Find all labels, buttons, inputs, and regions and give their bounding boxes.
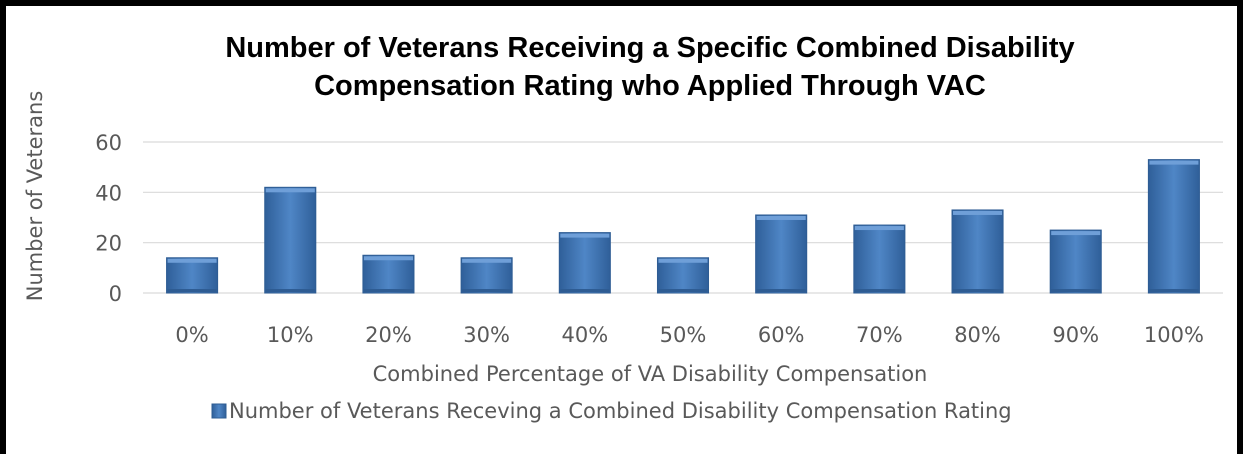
y-tick-label: 40 <box>95 181 122 205</box>
bar-base-face <box>265 289 315 292</box>
y-tick-label: 0 <box>109 282 122 306</box>
x-tick-labels: 0% 10% 20% 30% 40% 50% 60% 70% 80% 90% 100% <box>175 323 1204 347</box>
x-tick-label: 40% <box>561 323 608 347</box>
bar-top-face <box>953 210 1003 215</box>
bar-base-face <box>462 289 512 292</box>
y-tick-label: 60 <box>95 131 122 155</box>
bar-base-face <box>658 289 708 292</box>
y-tick-labels: 0 20 40 60 <box>95 131 122 306</box>
bar-body <box>1049 229 1102 294</box>
chart-title-line-1: Number of Veterans Receiving a Specific … <box>225 32 1074 64</box>
bar-base-face <box>854 289 904 292</box>
bar-top-face <box>854 226 904 231</box>
bar-body <box>558 232 611 294</box>
bar-body <box>951 209 1004 294</box>
bar-top-face <box>167 258 217 263</box>
bar <box>755 214 808 294</box>
bar-top-face <box>462 258 512 263</box>
bar-top-face <box>560 233 610 238</box>
bar <box>1049 229 1102 294</box>
bar-top-face <box>756 215 806 220</box>
bar-body <box>755 214 808 294</box>
y-tick-label: 20 <box>95 232 122 256</box>
x-tick-label: 70% <box>856 323 903 347</box>
x-axis-label: Combined Percentage of VA Disability Com… <box>373 362 928 386</box>
bar-body <box>656 257 710 294</box>
bar-top-face <box>658 258 708 263</box>
bar-top-face <box>265 188 315 193</box>
bar-body <box>166 257 219 294</box>
bar <box>951 209 1004 294</box>
bars <box>166 159 1200 294</box>
x-tick-label: 50% <box>660 323 707 347</box>
bar-base-face <box>1051 289 1101 292</box>
bar <box>166 257 219 294</box>
bar <box>264 186 317 294</box>
bar <box>1147 159 1200 294</box>
bar-base-face <box>560 289 610 292</box>
bar-body <box>460 257 513 294</box>
chart-title-line-2: Compensation Rating who Applied Through … <box>314 70 986 102</box>
bar-base-face <box>953 289 1003 292</box>
legend-label: Number of Veterans Receving a Combined D… <box>229 399 1012 423</box>
y-axis-label: Number of Veterans <box>23 91 47 302</box>
bar <box>853 224 906 294</box>
bar-body <box>362 254 415 294</box>
x-tick-label: 80% <box>954 323 1001 347</box>
bar-body <box>264 186 317 294</box>
bar <box>558 232 611 294</box>
x-tick-label: 60% <box>758 323 805 347</box>
bar-body <box>853 224 906 294</box>
x-tick-label: 20% <box>365 323 412 347</box>
bar <box>460 257 513 294</box>
bar <box>362 254 415 294</box>
bar-base-face <box>363 289 413 292</box>
x-tick-label: 10% <box>267 323 314 347</box>
bar-base-face <box>1149 289 1199 292</box>
bar-top-face <box>363 256 413 261</box>
bar-base-face <box>756 289 806 292</box>
bar-base-face <box>167 289 217 292</box>
bar-top-face <box>1051 231 1101 236</box>
bar-top-face <box>1149 160 1199 165</box>
legend-swatch <box>211 403 227 419</box>
bar <box>656 257 710 294</box>
legend: Number of Veterans Receving a Combined D… <box>211 399 1012 423</box>
x-tick-label: 30% <box>463 323 510 347</box>
x-tick-label: 0% <box>175 323 208 347</box>
bar-body <box>1147 159 1200 294</box>
x-tick-label: 100% <box>1144 323 1204 347</box>
x-tick-label: 90% <box>1052 323 1099 347</box>
